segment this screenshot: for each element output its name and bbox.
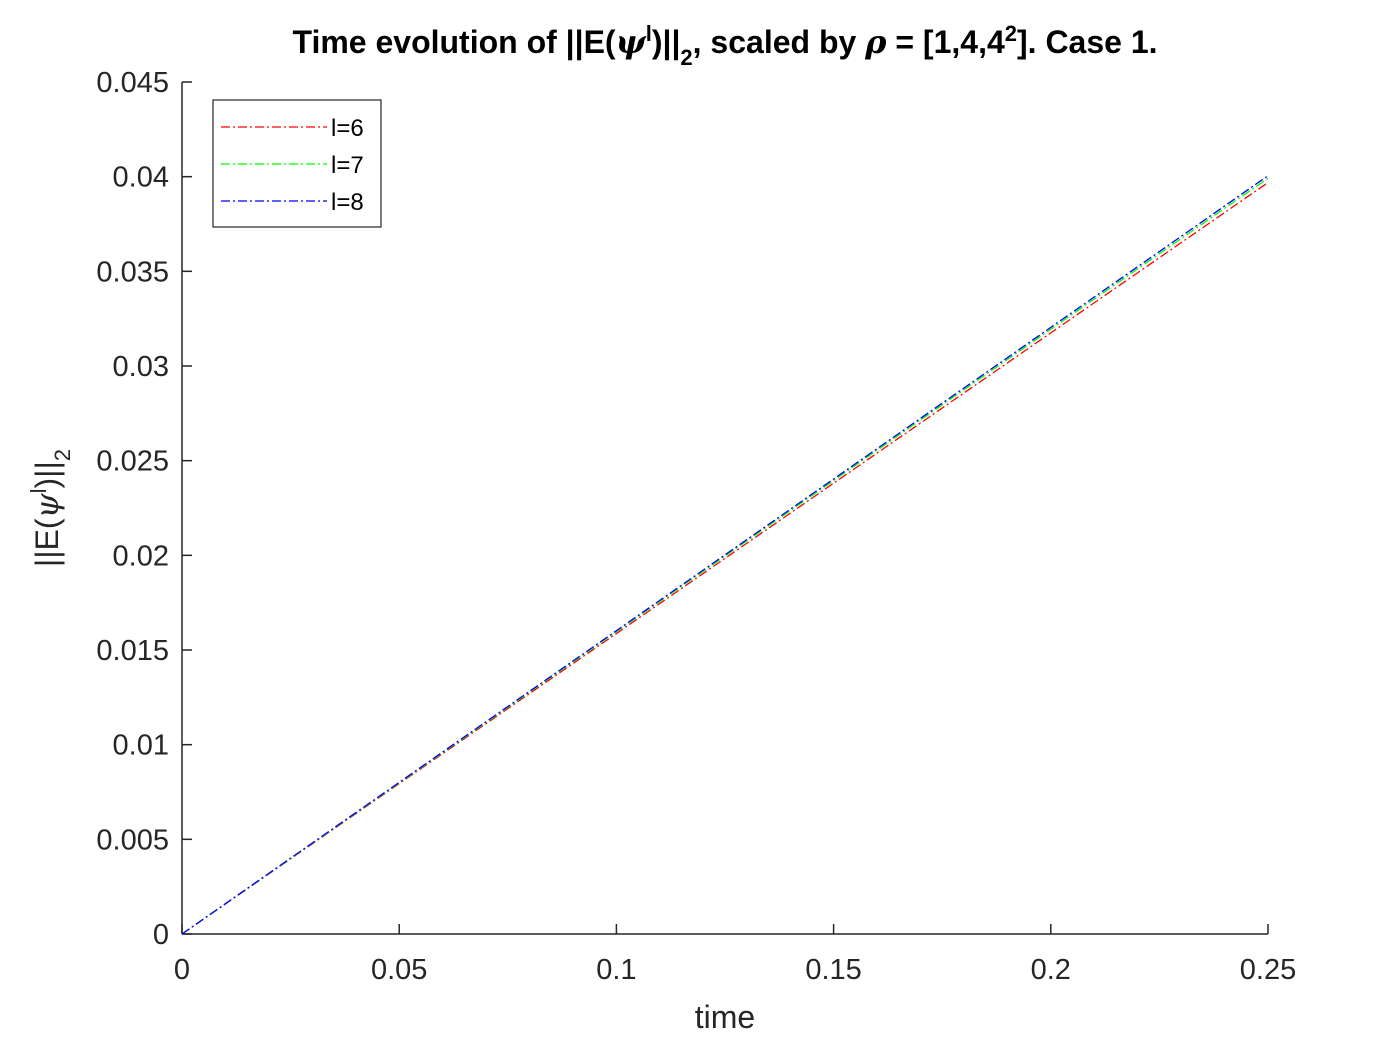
y-tick-label: 0.02 (113, 540, 169, 572)
legend-label: l=8 (331, 189, 364, 216)
series-group (181, 175, 1269, 935)
x-tick-label: 0.05 (371, 954, 427, 986)
x-ticks: 0 0.05 0.1 0.15 0.2 0.25 (174, 924, 1296, 986)
x-axis-label: time (695, 999, 755, 1035)
y-tick-label: 0.045 (96, 67, 169, 99)
y-tick-label: 0.005 (96, 824, 169, 856)
y-tick-label: 0.015 (96, 635, 169, 667)
y-tick-label: 0 (153, 919, 169, 951)
x-tick-label: 0.25 (1240, 954, 1296, 986)
y-axis-label: ||E(ψl)||2 (26, 449, 75, 567)
x-tick-label: 0.15 (805, 954, 861, 986)
y-tick-label: 0.035 (96, 256, 169, 288)
x-tick-label: 0 (174, 954, 190, 986)
y-tick-label: 0.025 (96, 446, 169, 478)
chart-title: Time evolution of ||E(ψl)||2, scaled by … (292, 21, 1157, 70)
y-tick-label: 0.01 (113, 730, 169, 762)
series-line-l=6 (181, 182, 1269, 935)
legend: l=6 l=7 l=8 (212, 99, 382, 228)
y-tick-label: 0.04 (113, 162, 169, 194)
y-tick-label: 0.03 (113, 351, 169, 383)
x-tick-label: 0.2 (1031, 954, 1071, 986)
series-line-l=8 (181, 175, 1269, 935)
legend-label: l=6 (331, 115, 364, 142)
y-ticks: 0 0.005 0.01 0.015 0.02 0.025 0.03 0.035 0.04 0.0… (96, 67, 192, 951)
x-tick-label: 0.1 (596, 954, 636, 986)
legend-label: l=7 (331, 152, 364, 179)
series-line-l=7 (181, 177, 1269, 935)
